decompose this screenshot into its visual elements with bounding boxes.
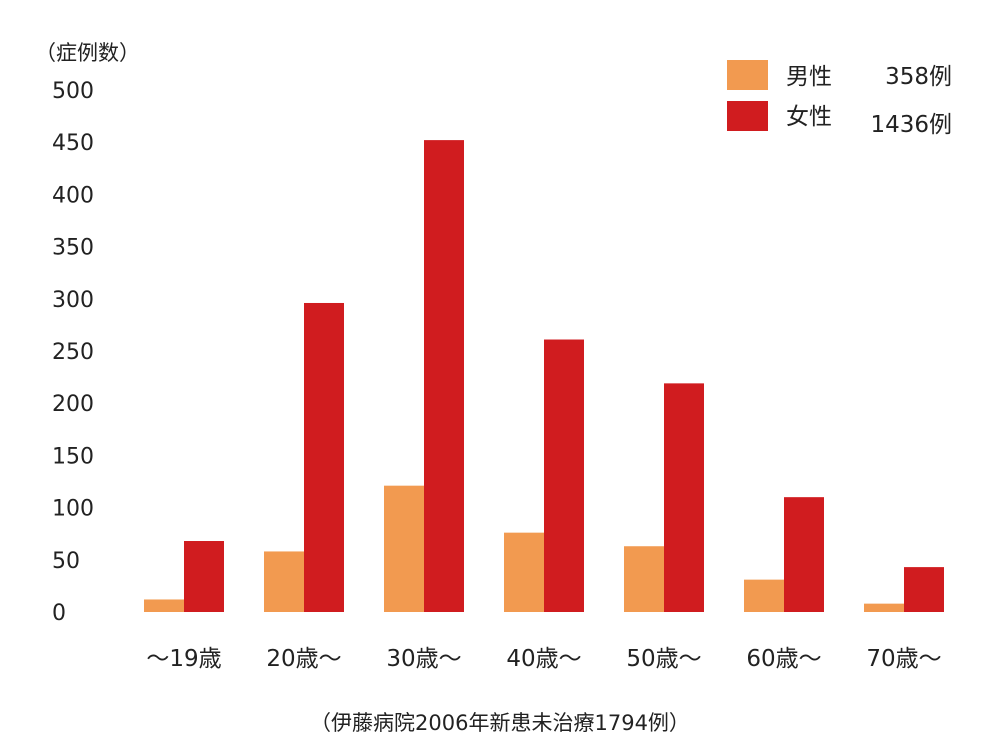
y-tick-label: 200: [52, 392, 94, 417]
bar-female: [664, 383, 704, 612]
y-tick-label: 100: [52, 497, 94, 522]
bar-female: [904, 567, 944, 612]
bar-female: [784, 497, 824, 612]
bar-male: [504, 532, 544, 612]
source-note: （伊藤病院2006年新患未治療1794例）: [310, 711, 690, 735]
y-axis-unit-label: （症例数）: [35, 41, 140, 65]
legend-total-female: 1436例: [870, 112, 952, 138]
legend-total-male: 358例: [885, 64, 952, 90]
legend: 男性 358例 女性 1436例: [727, 60, 952, 138]
x-tick-label: 70歳～: [866, 646, 941, 672]
y-tick-label: 350: [52, 236, 94, 261]
x-tick-label: 40歳～: [506, 646, 581, 672]
y-tick-label: 500: [52, 79, 94, 104]
y-tick-label: 300: [52, 288, 94, 313]
y-tick-label: 150: [52, 444, 94, 469]
x-tick-label: 50歳～: [626, 646, 701, 672]
y-tick-label: 400: [52, 183, 94, 208]
legend-label-male: 男性: [786, 64, 832, 90]
bar-male: [144, 599, 184, 612]
bar-female: [424, 140, 464, 612]
bar-female: [184, 541, 224, 612]
y-tick-label: 0: [52, 601, 66, 626]
legend-label-female: 女性: [786, 104, 832, 130]
legend-swatch-male: [727, 60, 768, 90]
bar-female: [544, 339, 584, 612]
x-axis-labels: ～19歳 20歳～ 30歳～ 40歳～ 50歳～ 60歳～ 70歳～: [146, 646, 941, 672]
bar-male: [744, 579, 784, 612]
bar-male: [264, 551, 304, 612]
y-tick-label: 250: [52, 340, 94, 365]
x-tick-label: ～19歳: [146, 646, 221, 672]
y-tick-label: 50: [52, 549, 80, 574]
y-tick-label: 450: [52, 131, 94, 156]
legend-swatch-female: [727, 101, 768, 131]
bar-female: [304, 302, 344, 612]
x-tick-label: 30歳～: [386, 646, 461, 672]
bar-male: [864, 603, 904, 612]
x-tick-label: 60歳～: [746, 646, 821, 672]
bars: [144, 140, 944, 612]
y-axis-ticks: 0 50 100 150 200 250 300 350 400 450 500: [52, 79, 94, 626]
bar-male: [624, 546, 664, 612]
x-tick-label: 20歳～: [266, 646, 341, 672]
bar-male: [384, 485, 424, 612]
